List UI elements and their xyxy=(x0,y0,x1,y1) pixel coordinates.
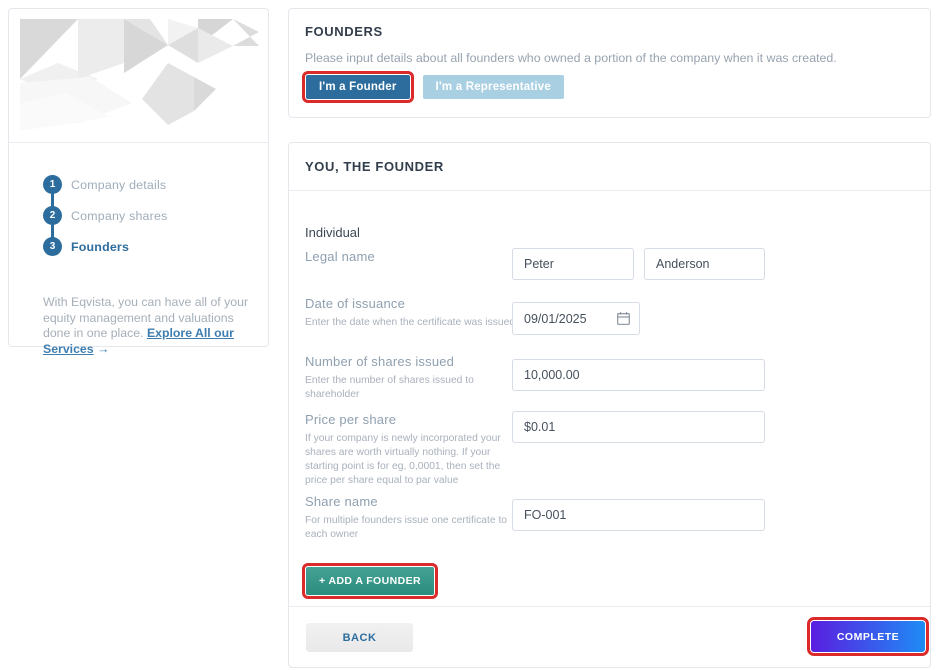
add-a-founder-button[interactable]: + ADD A FOUNDER xyxy=(302,563,438,599)
price-per-share-label: Price per share xyxy=(305,412,397,427)
founder-type-label: Individual xyxy=(305,225,360,240)
im-a-founder-button[interactable]: I'm a Founder xyxy=(302,71,414,103)
sidebar-step-company-details[interactable]: 1 Company details xyxy=(43,175,253,195)
date-of-issuance-input[interactable] xyxy=(512,302,640,335)
step-label: Company shares xyxy=(71,209,168,223)
step-label: Founders xyxy=(71,240,130,254)
first-name-input[interactable] xyxy=(512,248,634,280)
back-button[interactable]: BACK xyxy=(306,623,413,652)
legal-name-label: Legal name xyxy=(305,249,375,264)
form-section-title: YOU, THE FOUNDER xyxy=(305,159,444,174)
sidebar-step-founders[interactable]: 3 Founders xyxy=(43,237,253,257)
arrow-right-icon: → xyxy=(97,341,110,356)
founder-form-panel: YOU, THE FOUNDER Individual Legal name D… xyxy=(288,142,931,668)
promo-text-body: With Eqvista, you can have all of your e… xyxy=(43,295,249,340)
explore-services-link[interactable]: Explore All our Services xyxy=(43,326,234,356)
last-name-input[interactable] xyxy=(644,248,765,280)
founder-type-toggle: I'm a Founder I'm a Representative xyxy=(302,71,564,103)
shares-issued-input[interactable] xyxy=(512,359,765,391)
date-input-wrapper xyxy=(512,302,640,335)
abstract-geometric-graphic xyxy=(20,19,259,140)
founders-panel-title: FOUNDERS xyxy=(305,24,383,39)
step-number-badge: 3 xyxy=(43,237,62,256)
complete-button[interactable]: COMPLETE xyxy=(807,617,929,656)
progress-stepper: 1 Company details 2 Company shares 3 Fou… xyxy=(43,175,253,259)
step-number-badge: 2 xyxy=(43,206,62,225)
promo-text: With Eqvista, you can have all of your e… xyxy=(43,295,253,357)
share-name-input[interactable] xyxy=(512,499,765,531)
calendar-icon[interactable] xyxy=(616,311,631,326)
im-a-representative-button[interactable]: I'm a Representative xyxy=(422,75,564,99)
date-of-issuance-label: Date of issuance xyxy=(305,296,406,311)
sidebar-panel: 1 Company details 2 Company shares 3 Fou… xyxy=(8,8,269,356)
shares-issued-label: Number of shares issued xyxy=(305,354,455,369)
step-number-badge: 1 xyxy=(43,175,62,194)
founders-panel-description: Please input details about all founders … xyxy=(305,51,837,65)
price-per-share-hint: If your company is newly incorporated yo… xyxy=(305,433,501,486)
shares-issued-hint: Enter the number of shares issued to sha… xyxy=(305,375,474,400)
eqvista-banner-image xyxy=(20,19,259,140)
share-name-label: Share name xyxy=(305,494,378,509)
form-title-divider xyxy=(289,190,930,191)
footer-divider xyxy=(289,606,930,607)
share-name-hint: For multiple founders issue one certific… xyxy=(305,515,508,540)
sidebar-divider xyxy=(9,142,268,143)
date-of-issuance-hint: Enter the date when the certificate was … xyxy=(305,317,516,328)
founders-header-panel: FOUNDERS Please input details about all … xyxy=(288,8,931,118)
price-per-share-input[interactable] xyxy=(512,411,765,443)
step-label: Company details xyxy=(71,178,167,192)
sidebar-step-company-shares[interactable]: 2 Company shares xyxy=(43,206,253,226)
